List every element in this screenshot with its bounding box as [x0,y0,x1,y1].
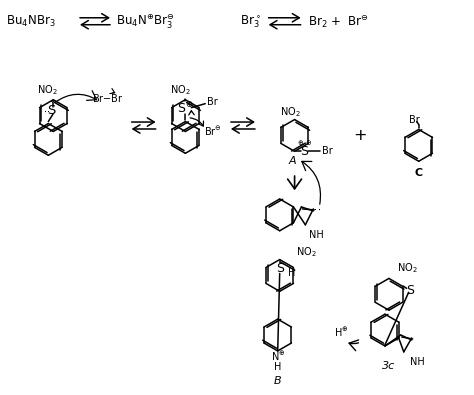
Text: S: S [406,284,414,297]
Text: N$^{\oplus}$: N$^{\oplus}$ [271,350,285,363]
Text: $\cdot\!\cdot$: $\cdot\!\cdot$ [43,105,50,116]
Text: H$^{\oplus}$: H$^{\oplus}$ [334,325,348,339]
Text: C: C [415,168,423,178]
Text: Bu$_4$N$^{\oplus}$Br$_3^{\ominus}$: Bu$_4$N$^{\oplus}$Br$_3^{\ominus}$ [116,12,174,30]
Text: Br: Br [207,97,218,107]
Text: Br: Br [322,146,333,156]
Text: NO$_2$: NO$_2$ [37,83,58,97]
Text: NH: NH [310,230,324,240]
Text: Bu$_4$NBr$_3$: Bu$_4$NBr$_3$ [6,14,55,29]
Text: $^{\oplus}$: $^{\oplus}$ [297,140,304,150]
Text: Br$_3^{\,\circ}$: Br$_3^{\,\circ}$ [240,13,262,30]
Text: S: S [301,145,309,158]
Text: S: S [276,262,284,275]
Text: $\cdot\cdot$: $\cdot\cdot$ [313,204,322,214]
Text: NO$_2$: NO$_2$ [280,105,301,118]
Text: $^{\ominus}$: $^{\ominus}$ [305,140,312,150]
Text: +: + [354,128,367,143]
Text: $\ddot{\rm S}$: $\ddot{\rm S}$ [46,101,56,118]
Text: Br$_2$ +  Br$^{\ominus}$: Br$_2$ + Br$^{\ominus}$ [308,13,368,30]
Text: NH: NH [410,357,424,367]
Text: B: B [274,376,282,386]
Text: 3c: 3c [383,361,395,371]
Text: A: A [289,156,296,166]
Text: Br: Br [410,115,420,124]
Text: H: H [288,269,295,278]
Text: NO$_2$: NO$_2$ [296,245,316,258]
Text: S$^{\oplus}$: S$^{\oplus}$ [177,101,194,116]
Text: Br$-$Br: Br$-$Br [92,92,124,104]
Text: Br$^{\ominus}$: Br$^{\ominus}$ [204,125,222,138]
Text: NO$_2$: NO$_2$ [170,83,191,97]
Text: H: H [274,362,282,372]
Text: NO$_2$: NO$_2$ [397,261,418,275]
